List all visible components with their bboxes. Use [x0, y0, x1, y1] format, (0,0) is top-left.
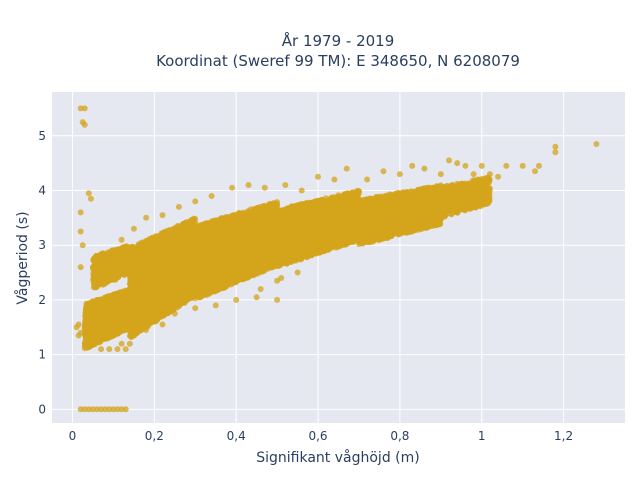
data-point: [101, 305, 108, 312]
data-point: [166, 258, 173, 265]
data-point: [90, 264, 96, 271]
data-point: [178, 273, 185, 280]
data-point: [166, 305, 173, 312]
data-point: [163, 250, 170, 257]
data-point: [128, 254, 135, 261]
chart-title-line2: Koordinat (Sweref 99 TM): E 348650, N 62…: [156, 52, 520, 70]
data-point: [118, 308, 125, 314]
data-point: [128, 271, 135, 278]
data-point: [143, 295, 150, 302]
data-point: [181, 241, 188, 248]
data-point: [158, 232, 165, 239]
data-point: [141, 310, 148, 317]
data-point: [139, 249, 146, 256]
data-point: [181, 228, 188, 235]
data-point: [133, 314, 139, 321]
data-point: [118, 265, 125, 272]
data-point: [99, 273, 106, 280]
data-point: [83, 333, 90, 340]
data-point: [118, 254, 125, 261]
data-point: [133, 253, 140, 260]
data-point: [115, 292, 122, 299]
data-point: [102, 258, 109, 265]
data-point: [113, 269, 120, 276]
data-point: [186, 240, 193, 247]
data-point: [178, 248, 184, 255]
data-point: [145, 253, 152, 260]
data-point: [133, 278, 140, 285]
data-point: [166, 279, 173, 286]
data-point: [131, 285, 138, 292]
data-point: [128, 263, 135, 270]
data-point: [88, 303, 95, 310]
data-point: [157, 291, 164, 298]
data-point: [105, 313, 112, 320]
data-point: [117, 316, 124, 323]
data-point: [84, 342, 91, 349]
data-point: [119, 246, 126, 252]
data-point: [104, 334, 111, 341]
data-point: [172, 245, 179, 252]
data-point: [101, 323, 108, 329]
data-point: [180, 234, 187, 241]
data-point: [141, 274, 148, 281]
data-point: [174, 230, 181, 236]
data-point: [144, 268, 151, 275]
data-point: [159, 274, 166, 281]
data-point: [90, 272, 97, 278]
data-point: [173, 257, 179, 264]
data-point: [134, 304, 141, 311]
data-point: [107, 323, 114, 330]
data-point: [141, 286, 147, 293]
data-point: [112, 298, 119, 305]
data-point: [155, 301, 162, 308]
data-points: [73, 105, 600, 413]
data-point: [90, 257, 97, 264]
data-point: [134, 270, 141, 277]
data-point: [157, 264, 164, 271]
data-point: [96, 306, 103, 313]
data-point: [139, 257, 145, 264]
data-point: [108, 293, 115, 300]
data-point: [147, 289, 154, 296]
data-point: [88, 310, 95, 316]
data-point: [127, 246, 133, 253]
data-point: [173, 267, 180, 274]
data-point: [170, 292, 177, 299]
data-point: [135, 291, 142, 298]
data-point: [151, 294, 158, 301]
data-point: [167, 236, 173, 243]
data-point: [108, 257, 115, 264]
data-point: [183, 221, 190, 228]
data-point: [155, 308, 162, 315]
data-point: [99, 250, 106, 257]
data-point: [150, 247, 157, 254]
data-point: [146, 261, 153, 268]
data-point: [131, 320, 138, 327]
data-point: [85, 325, 92, 332]
chart-title-line1: År 1979 - 2019: [282, 31, 395, 50]
data-point: [128, 301, 135, 308]
data-point: [170, 297, 177, 304]
data-point: [188, 216, 195, 223]
data-point: [93, 277, 100, 284]
data-point: [120, 291, 127, 298]
data-point: [166, 265, 173, 272]
data-point: [176, 298, 183, 305]
data-point: [91, 333, 98, 340]
data-point: [118, 325, 125, 332]
data-point: [140, 242, 147, 249]
